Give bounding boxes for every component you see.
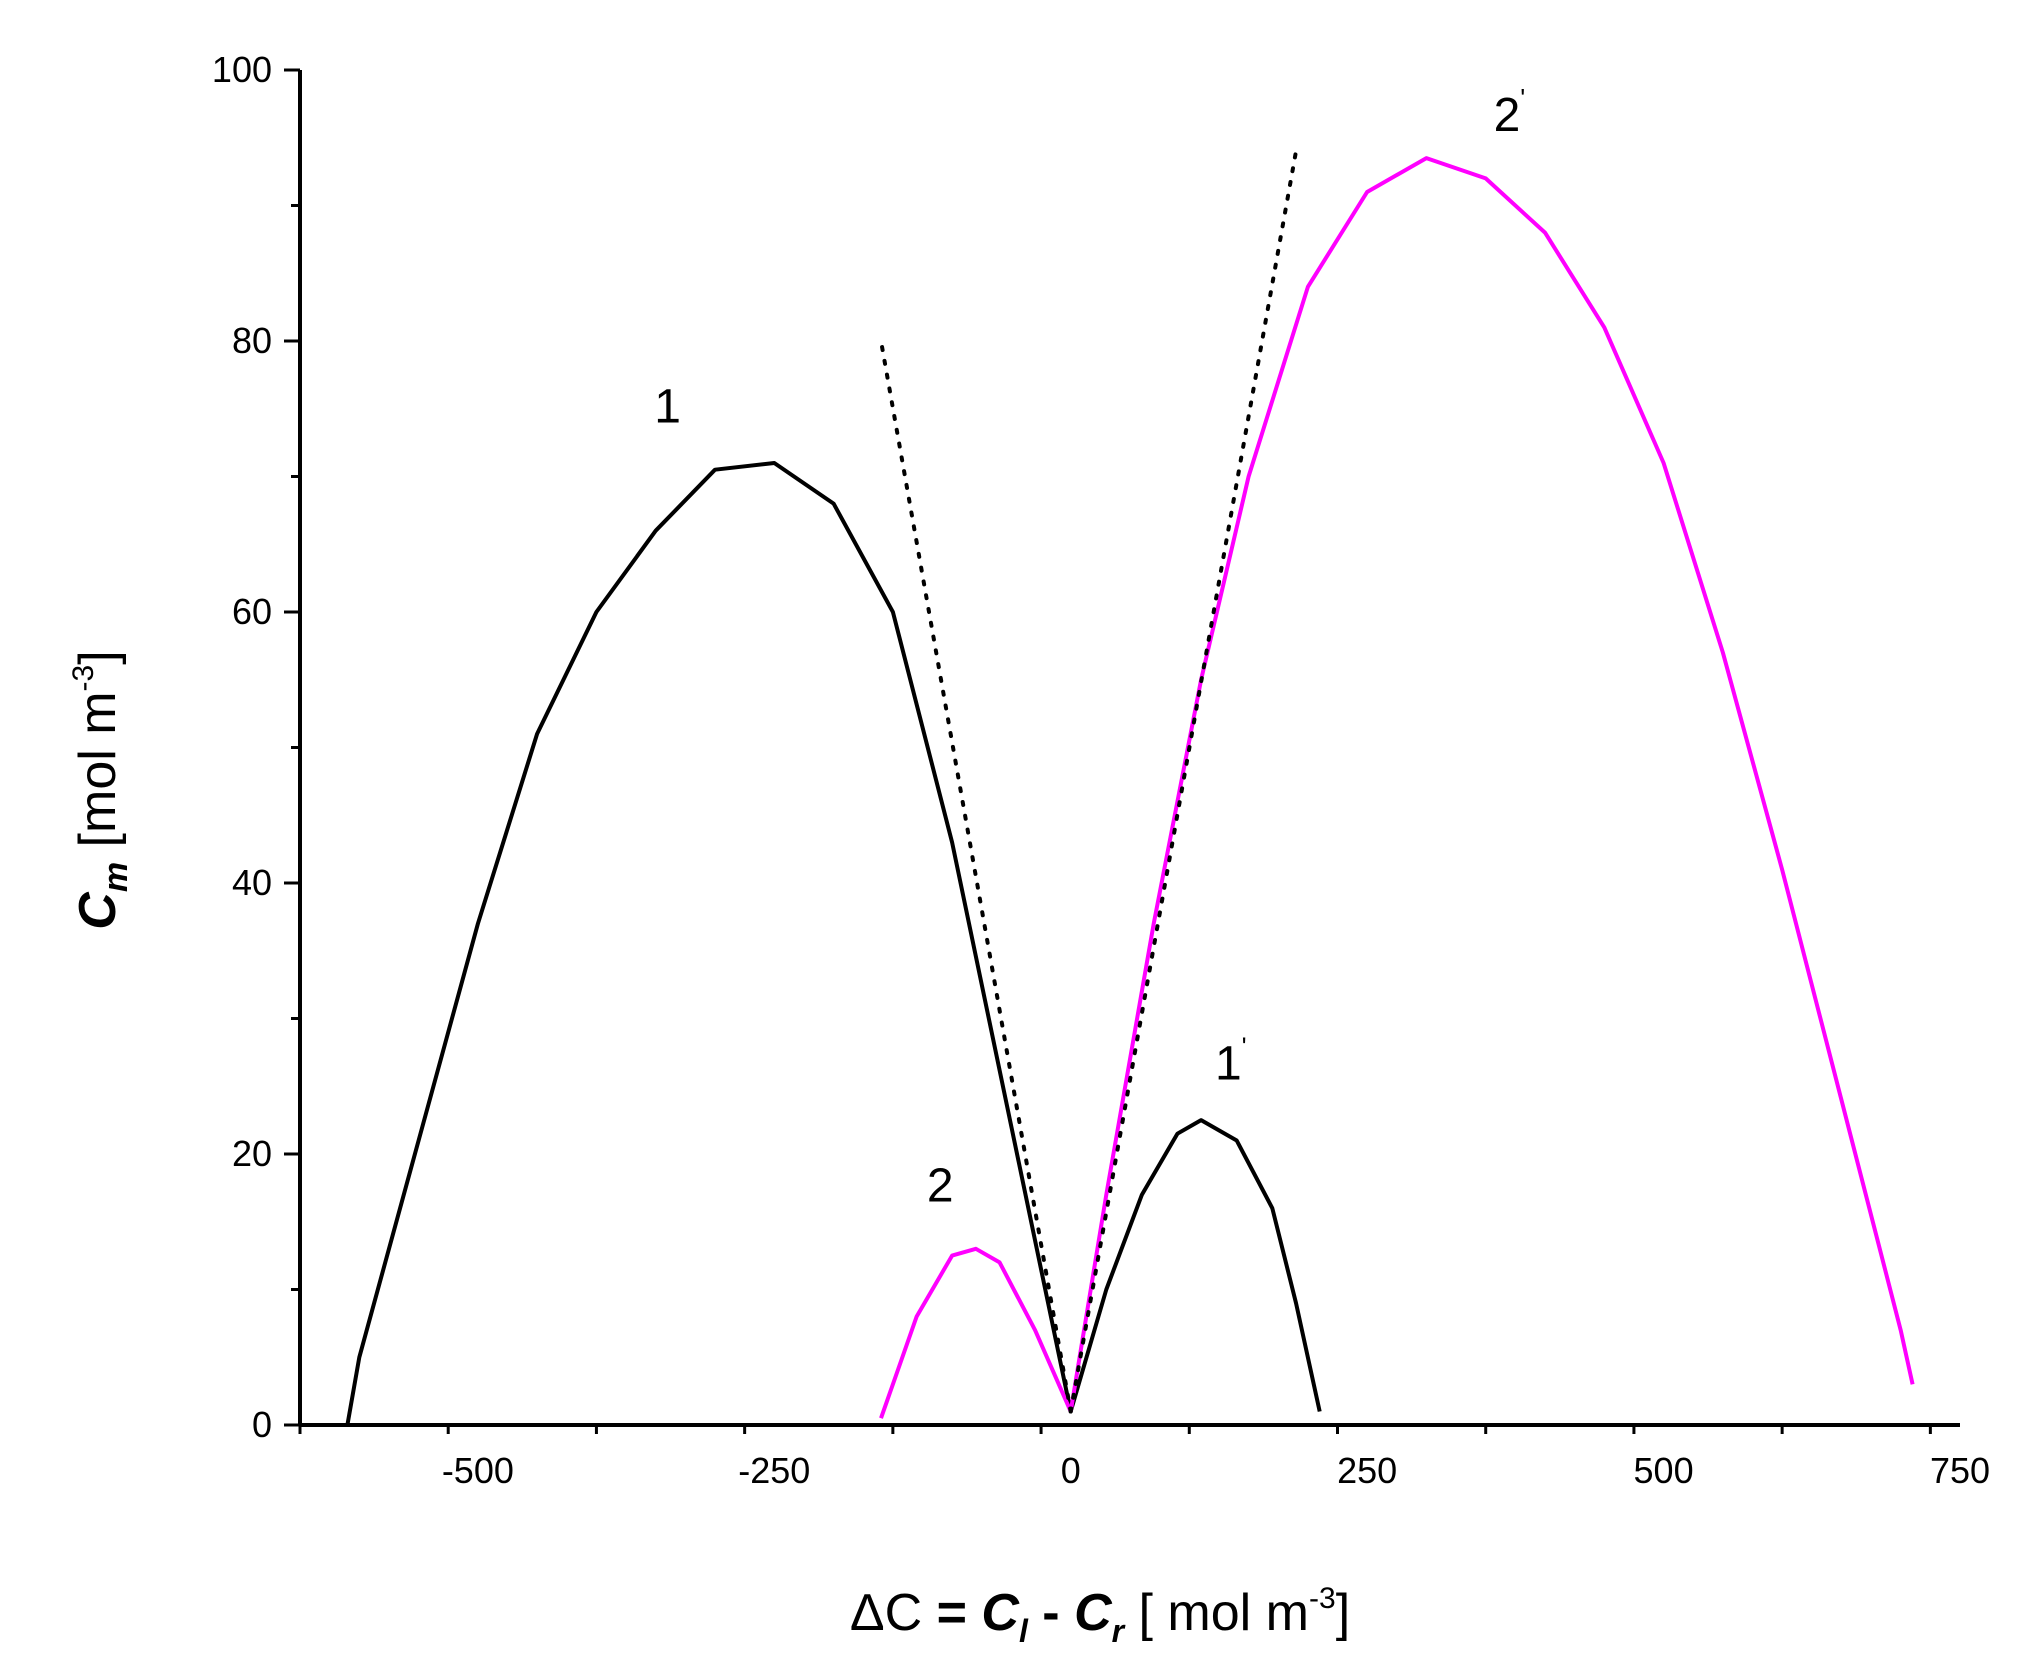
x-tick-label: 750 <box>1930 1450 1990 1491</box>
y-tick-label: 40 <box>232 862 272 903</box>
series-tangent-right-line <box>1068 149 1298 1414</box>
x-tick-label: -500 <box>442 1450 514 1491</box>
axes: -500 -250 0 250 500 750 0 20 40 60 80 100 <box>212 49 1990 1491</box>
series-2-prime-line <box>1068 156 1915 1412</box>
y-tick-label: 20 <box>232 1133 272 1174</box>
y-axis-title: Cm [mol m-3] <box>67 650 135 929</box>
x-axis-title: ΔC = Cl - Cr [ mol m-3] <box>850 1582 1350 1649</box>
series-tangent-left-line <box>879 339 1073 1414</box>
y-tick-label: 0 <box>252 1404 272 1445</box>
series-layer <box>345 149 1915 1426</box>
curve-label: 1' <box>1215 1031 1247 1090</box>
curve-label: 1 <box>654 380 681 433</box>
series-2-line <box>879 1246 1073 1419</box>
curve-label: 2 <box>927 1159 954 1212</box>
y-tick-label: 60 <box>232 591 272 632</box>
x-tick-label: 500 <box>1634 1450 1694 1491</box>
y-tick-label: 80 <box>232 320 272 361</box>
annotations: 1 2 1' 2' <box>654 83 1525 1212</box>
series-1-prime-line <box>1068 1118 1322 1413</box>
x-tick-label: -250 <box>738 1450 810 1491</box>
x-tick-label: 0 <box>1061 1450 1081 1491</box>
curve-label: 2' <box>1494 83 1526 142</box>
y-tick-label: 100 <box>212 49 272 90</box>
series-1-line <box>345 461 1073 1426</box>
x-tick-label: 250 <box>1337 1450 1397 1491</box>
